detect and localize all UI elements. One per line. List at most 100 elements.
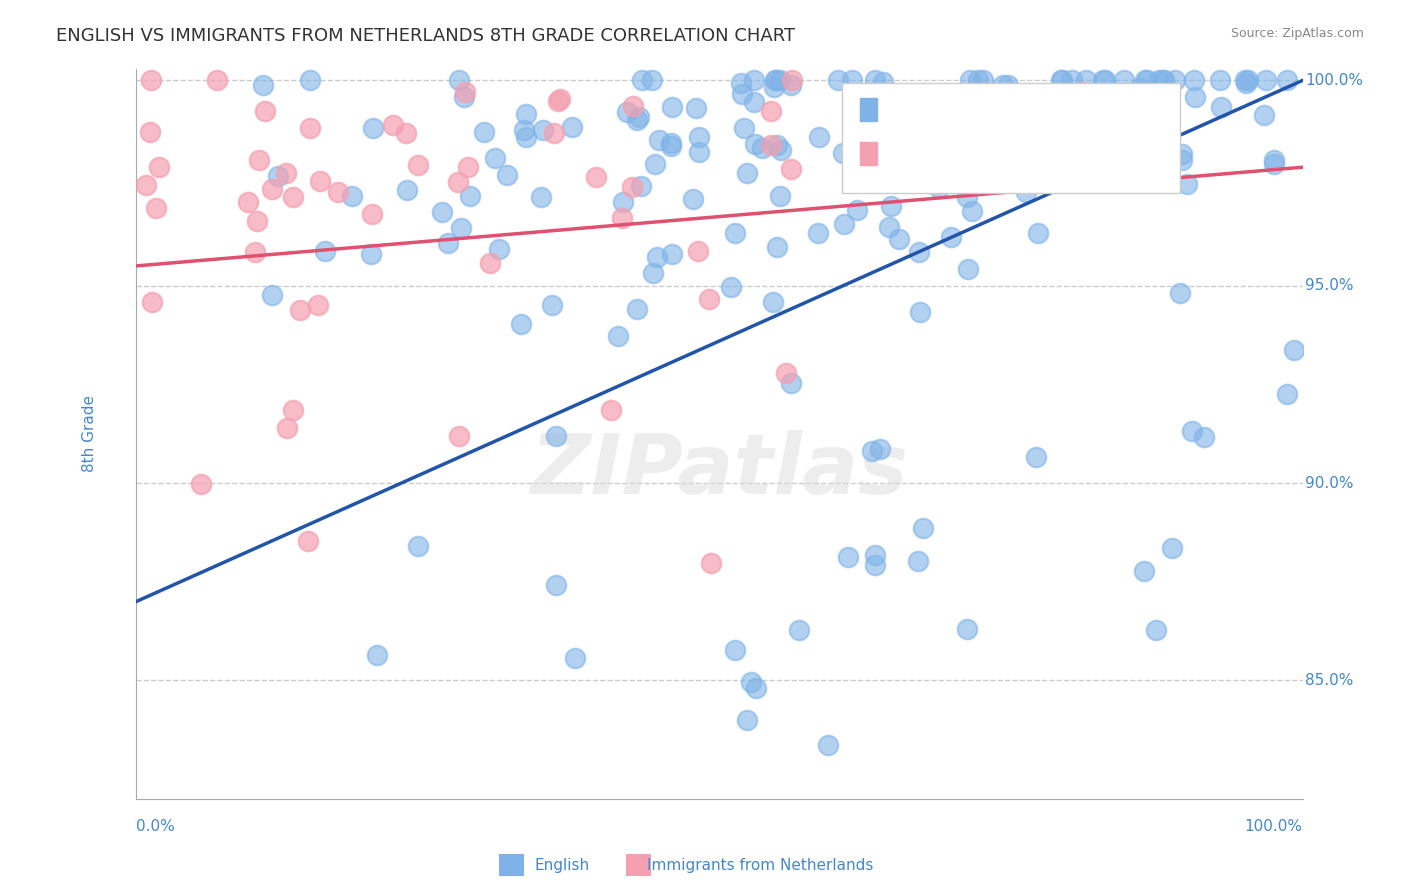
- Point: [148, 160, 170, 174]
- Point: [661, 136, 683, 151]
- Text: English: English: [534, 858, 589, 872]
- Point: [135, 178, 157, 192]
- Point: [243, 245, 266, 260]
- Point: [1133, 73, 1156, 87]
- Point: [742, 73, 765, 87]
- Point: [841, 73, 863, 87]
- Point: [449, 429, 471, 443]
- Point: [260, 288, 283, 302]
- Point: [827, 73, 849, 87]
- Point: [276, 420, 298, 434]
- Point: [730, 87, 752, 102]
- Point: [309, 174, 332, 188]
- Point: [515, 107, 537, 121]
- Text: 0.0%: 0.0%: [136, 819, 176, 834]
- Point: [1170, 153, 1192, 168]
- Point: [962, 203, 984, 218]
- Point: [956, 190, 979, 204]
- Point: [276, 166, 298, 180]
- Point: [724, 643, 747, 657]
- Point: [769, 143, 792, 157]
- Text: N = 50: N = 50: [1046, 144, 1108, 161]
- Point: [1144, 623, 1167, 637]
- FancyBboxPatch shape: [842, 83, 1180, 193]
- Text: 100.0%: 100.0%: [1244, 819, 1303, 834]
- Point: [1275, 387, 1298, 401]
- Point: [1026, 227, 1049, 241]
- Point: [513, 123, 536, 137]
- Point: [145, 201, 167, 215]
- Point: [724, 226, 747, 240]
- Point: [858, 150, 880, 164]
- Point: [1209, 73, 1232, 87]
- Text: 8th Grade: 8th Grade: [82, 395, 97, 472]
- Point: [686, 244, 709, 258]
- Point: [972, 73, 994, 87]
- Point: [863, 558, 886, 573]
- Point: [1091, 73, 1114, 87]
- Point: [488, 242, 510, 256]
- Point: [744, 681, 766, 695]
- Point: [742, 95, 765, 109]
- Point: [648, 133, 671, 147]
- Point: [865, 548, 887, 562]
- Point: [430, 205, 453, 219]
- Point: [780, 73, 803, 87]
- Point: [991, 127, 1014, 141]
- Point: [934, 121, 956, 136]
- Point: [863, 73, 886, 87]
- Point: [1011, 96, 1033, 111]
- Point: [446, 176, 468, 190]
- Point: [450, 220, 472, 235]
- Point: [908, 244, 931, 259]
- Point: [966, 111, 988, 125]
- Point: [1209, 100, 1232, 114]
- Point: [762, 294, 785, 309]
- Point: [912, 521, 935, 535]
- Point: [530, 190, 553, 204]
- Point: [612, 211, 634, 225]
- Point: [631, 73, 654, 87]
- Point: [720, 280, 742, 294]
- Point: [967, 169, 990, 184]
- Point: [478, 256, 501, 270]
- Point: [889, 232, 911, 246]
- Point: [697, 292, 720, 306]
- Text: 90.0%: 90.0%: [1305, 475, 1354, 491]
- Point: [1133, 564, 1156, 578]
- Point: [454, 85, 477, 99]
- Point: [1170, 147, 1192, 161]
- Point: [817, 738, 839, 752]
- Point: [1129, 81, 1152, 95]
- Point: [910, 305, 932, 319]
- Point: [769, 189, 792, 203]
- Text: ZIPatlas: ZIPatlas: [530, 430, 908, 511]
- Point: [484, 151, 506, 165]
- Point: [775, 366, 797, 380]
- Point: [585, 169, 607, 184]
- Point: [547, 94, 569, 108]
- Point: [531, 123, 554, 137]
- Point: [561, 120, 583, 135]
- Point: [510, 317, 533, 331]
- Point: [328, 186, 350, 200]
- Point: [641, 73, 664, 87]
- Text: 85.0%: 85.0%: [1305, 673, 1354, 688]
- Point: [1062, 73, 1084, 87]
- Point: [997, 78, 1019, 92]
- Point: [1153, 73, 1175, 87]
- Point: [139, 73, 162, 87]
- Point: [661, 139, 683, 153]
- Point: [205, 73, 228, 87]
- Point: [437, 235, 460, 250]
- Point: [880, 199, 903, 213]
- Point: [472, 125, 495, 139]
- Point: [360, 207, 382, 221]
- Bar: [859, 98, 877, 121]
- Point: [1121, 106, 1143, 120]
- Point: [1015, 185, 1038, 199]
- Text: Source: ZipAtlas.com: Source: ZipAtlas.com: [1230, 27, 1364, 40]
- Point: [495, 168, 517, 182]
- Text: R = 0.132: R = 0.132: [883, 144, 973, 161]
- Point: [283, 403, 305, 417]
